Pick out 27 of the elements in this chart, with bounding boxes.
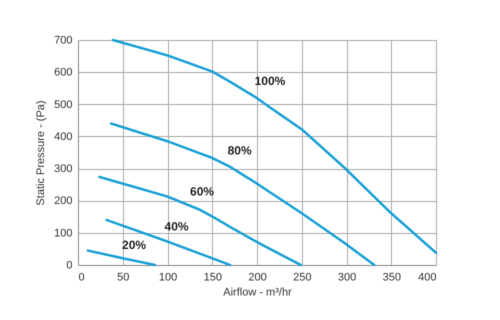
series-label: 40% (164, 219, 189, 234)
line-series (98, 176, 302, 266)
x-tick-label: 200 (248, 272, 267, 284)
y-tick-label: 500 (54, 98, 72, 111)
y-axis-title: Static Pressure - (Pa) (35, 100, 48, 206)
x-tick-label: 0 (78, 272, 85, 284)
y-tick-label: 700 (54, 34, 72, 46)
x-tick-label: 50 (117, 272, 130, 284)
x-tick-label: 400 (418, 272, 436, 284)
line-series (110, 122, 376, 266)
x-tick-label: 150 (204, 272, 222, 284)
x-tick-label: 100 (158, 272, 178, 284)
y-tick-label: 100 (54, 227, 72, 240)
x-tick-label: 300 (338, 272, 356, 284)
series-label: 60% (190, 184, 214, 198)
y-tick-label: 200 (54, 195, 72, 208)
y-tick-label: 0 (66, 260, 72, 272)
series-label: 80% (228, 144, 252, 158)
series-label: 20% (122, 238, 146, 252)
y-tick-label: 400 (54, 130, 72, 143)
line-series (112, 38, 438, 254)
x-axis-title: Airflow - m³/hr (223, 286, 292, 298)
x-tick-label: 350 (382, 272, 401, 284)
series-label: 100% (254, 74, 286, 88)
y-tick-label: 600 (54, 66, 72, 79)
y-tick-label: 300 (54, 163, 72, 176)
x-tick-label: 250 (293, 272, 312, 284)
